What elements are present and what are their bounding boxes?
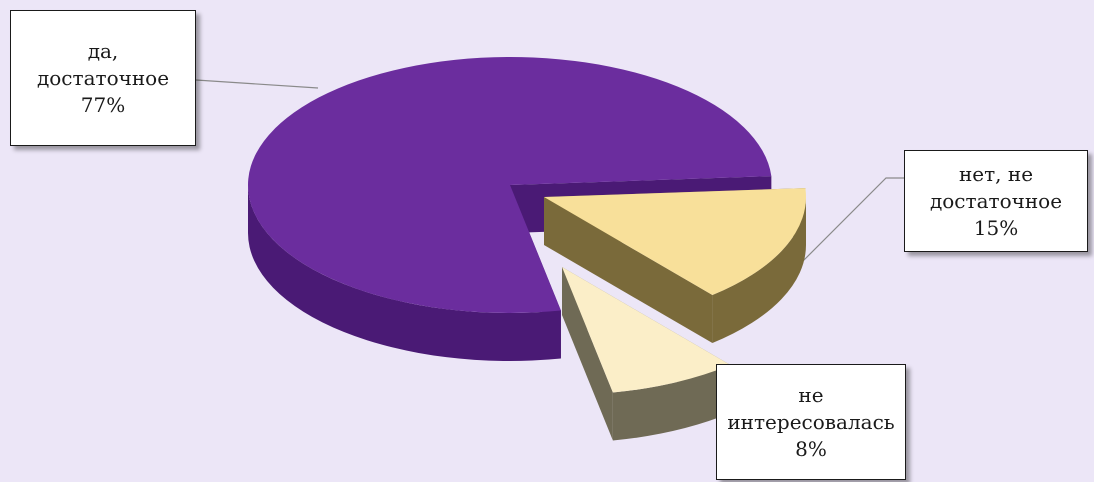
data-label-text: да,: [87, 38, 119, 63]
data-label-percent: 15%: [973, 215, 1019, 240]
data-label-text: достаточное: [36, 65, 170, 90]
data-label-percent: 77%: [80, 92, 126, 117]
slice-yes-sufficient-side: [248, 185, 561, 361]
slice-no-insufficient: [544, 188, 806, 296]
pie-tops: [247, 56, 806, 393]
slice-no-insufficient-side: [712, 197, 806, 344]
data-label-text: нет, не: [958, 161, 1034, 186]
leader-line-slice-no-insufficient: [799, 177, 904, 265]
data-label-percent: 8%: [795, 436, 827, 461]
leader-line-slice-yes-sufficient: [195, 79, 319, 89]
slice-not-interested-cut-wall: [562, 267, 613, 441]
data-label-not-interested: не интересовалась 8%: [716, 364, 906, 480]
data-label-text: не: [798, 382, 824, 407]
data-label-no-insufficient: нет, не достаточное 15%: [904, 150, 1088, 252]
slice-no-insufficient-cut-wall: [544, 197, 713, 344]
slice-not-interested: [562, 267, 731, 393]
slice-not-interested-side: [612, 365, 731, 441]
data-label-yes-sufficient: да, достаточное 77%: [10, 10, 196, 146]
slice-yes-sufficient: [247, 56, 772, 313]
data-label-text: достаточное: [929, 188, 1063, 213]
data-label-text: интересовалась: [727, 409, 895, 434]
